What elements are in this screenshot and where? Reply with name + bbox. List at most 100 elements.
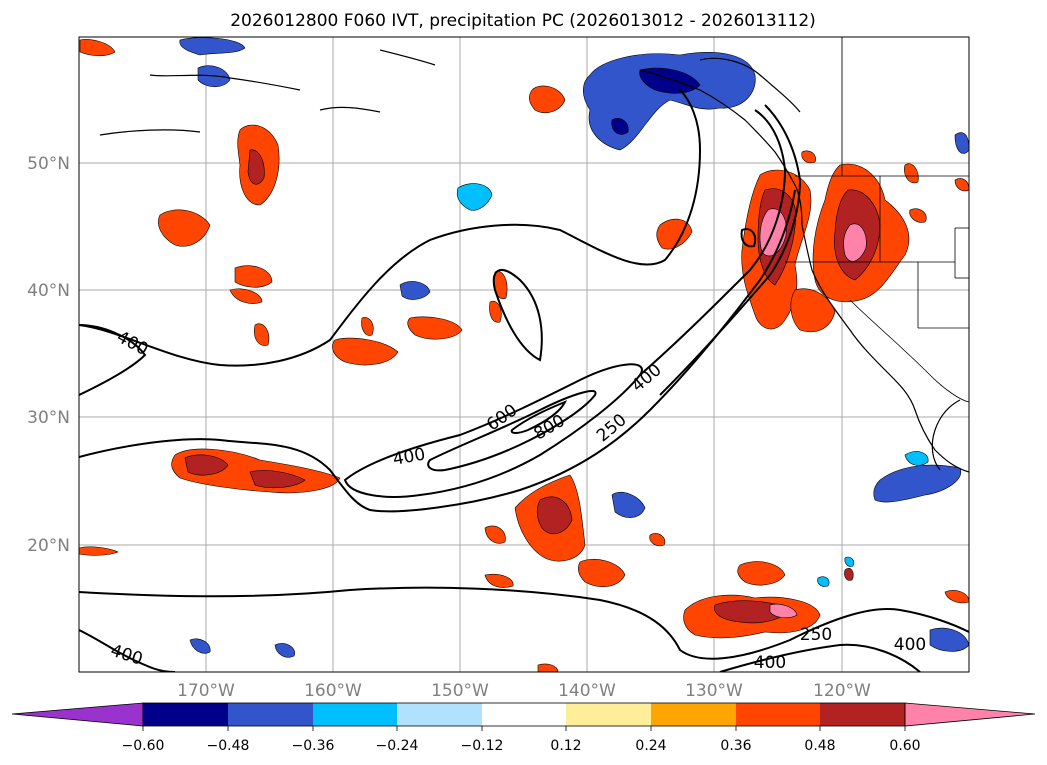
colorbar-extend-right (904, 702, 1036, 727)
lat-label: 40°N (27, 281, 70, 301)
contour-600 (427, 390, 597, 472)
contour-250-rear (492, 268, 543, 362)
blob-west-edge (79, 546, 119, 556)
lon-label: 130°W (685, 681, 743, 701)
colorbar: −0.60 −0.48 −0.36 −0.24 −0.12 0.12 0.24 … (11, 702, 1036, 754)
blob-south-mid-dark (536, 496, 573, 535)
colorbar-label: −0.24 (376, 738, 419, 754)
blob-ec-1 (801, 150, 816, 164)
colorbar-swatch (397, 703, 482, 726)
colorbar-label: 0.48 (804, 738, 835, 754)
blob-inland-pink (843, 223, 867, 262)
map-frame (78, 36, 970, 673)
colorbar-swatch (566, 703, 651, 726)
contour-400-low-right (719, 643, 921, 672)
colorbar-label: 0.60 (889, 738, 920, 754)
blob-small-a (537, 663, 559, 672)
colorbar-swatch (313, 703, 397, 726)
positive-anomaly-areas (79, 39, 969, 672)
blob-small-b (649, 533, 666, 547)
blob-north-pacific (529, 85, 566, 113)
colorbar-label: −0.36 (292, 738, 335, 754)
blob-north-1 (179, 37, 246, 56)
colorbar-swatch (651, 703, 736, 726)
lon-label: 140°W (558, 681, 616, 701)
blob-sse-1 (944, 590, 969, 604)
colorbar-label: −0.60 (122, 738, 165, 754)
ivt-contours (79, 89, 969, 672)
lat-label: 50°N (27, 154, 70, 174)
blob-ec-3 (909, 208, 927, 223)
contour-label: 250 (800, 625, 832, 645)
colorbar-label: −0.48 (207, 738, 250, 754)
blob-nevada (790, 288, 836, 333)
graticule (79, 37, 969, 672)
blob-small-1 (189, 638, 211, 654)
colorbar-label: 0.24 (635, 738, 666, 754)
blob-west-1 (158, 209, 211, 247)
blob-top-left (79, 39, 116, 57)
colorbar-label: −0.12 (461, 738, 504, 754)
lat-label: 30°N (27, 408, 70, 428)
blob-west-3 (229, 288, 263, 304)
colorbar-swatch (228, 703, 313, 726)
map-area: 400 600 800 400 250 400 400 250 400 400 (79, 37, 969, 673)
blob-coast-south (873, 464, 962, 503)
contour-label: 400 (754, 653, 786, 673)
blob-ec-2 (904, 163, 919, 184)
blob-south-1 (611, 491, 646, 518)
lat-label: 20°N (27, 536, 70, 556)
contour-label: 400 (894, 635, 926, 655)
lon-label: 120°W (813, 681, 871, 701)
blob-mid-5 (489, 300, 502, 323)
blob-south-4 (484, 573, 514, 588)
colorbar-swatch (143, 703, 228, 726)
colorbar-swatch (820, 703, 905, 726)
lon-label: 150°W (431, 681, 489, 701)
contour-400-west (79, 324, 147, 396)
contour-small-loop (740, 228, 757, 248)
blob-east-edge (954, 132, 969, 154)
colorbar-extend-left (11, 702, 144, 727)
blob-nw-pacific-dark (247, 149, 265, 185)
contour-250-main (79, 89, 702, 367)
blob-sw-pink (769, 603, 798, 619)
colorbar-swatch (482, 703, 566, 726)
blob-mid-3 (361, 317, 374, 336)
blob-mid-2 (407, 316, 463, 340)
blob-ec-4 (954, 178, 969, 192)
colorbar-label: 0.12 (550, 738, 581, 754)
blob-west-2 (234, 265, 273, 288)
blob-gulf-navy (611, 118, 629, 135)
blob-south-3 (578, 558, 626, 588)
colorbar-label: 0.36 (720, 738, 751, 754)
contour-250-south (79, 189, 796, 513)
blob-mid-cyan (456, 183, 493, 211)
blob-hawaii-dark2 (249, 470, 306, 489)
contour-400-ridge2 (659, 104, 802, 396)
political-borders (785, 37, 969, 403)
blob-mid-blue (399, 281, 431, 300)
blob-gulf-1 (656, 218, 693, 250)
map-title: 2026012800 F060 IVT, precipitation PC (2… (230, 11, 816, 31)
lon-label: 160°W (304, 681, 362, 701)
contour-low (79, 586, 969, 660)
colorbar-swatch (736, 703, 820, 726)
blob-sw-3 (844, 568, 854, 581)
contour-800 (510, 400, 568, 434)
blob-coast-cyan (904, 451, 929, 466)
contour-400-ridge (639, 109, 787, 376)
lat-labels: 50°N 40°N 30°N 20°N (27, 154, 70, 556)
blob-south-2 (484, 525, 506, 544)
coastlines (99, 49, 969, 473)
blob-small-2 (274, 643, 296, 658)
blob-hawaii-dark (184, 454, 229, 476)
blob-west-4 (254, 323, 270, 346)
blob-small-4 (817, 576, 830, 587)
lon-label: 170°W (177, 681, 235, 701)
blob-small-3 (844, 556, 855, 567)
blob-mid-1 (332, 337, 399, 366)
lon-labels: 170°W 160°W 150°W 140°W 130°W 120°W (177, 681, 871, 701)
blob-sw-2 (737, 561, 786, 586)
